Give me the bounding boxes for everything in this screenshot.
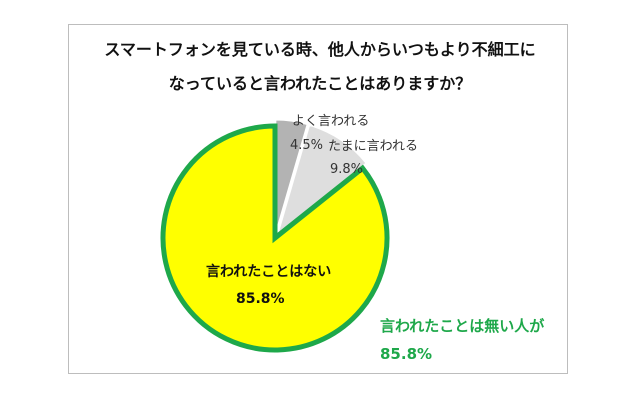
slice-label-sometimes: たまに言われる bbox=[328, 139, 418, 154]
pie-slice-often bbox=[275, 119, 308, 233]
chart-title-line-2: なっていると言われたことはありますか？ bbox=[168, 74, 472, 93]
slice-label-never: 言われたことはない bbox=[206, 264, 332, 280]
pie-slice-never bbox=[160, 123, 390, 353]
slice-value-never: 85.8% bbox=[236, 291, 285, 307]
annotation-text: 言われたことは無い人が bbox=[380, 317, 545, 335]
slice-label-often: よく言われる bbox=[292, 114, 370, 129]
chart-title-line-1: スマートフォンを見ている時、他人からいつもより不細工に bbox=[104, 40, 536, 59]
annotation-value: 85.8% bbox=[380, 345, 433, 363]
pie-slice-sometimes bbox=[277, 124, 367, 235]
slice-value-often: 4.5% bbox=[290, 138, 324, 153]
slice-value-sometimes: 9.8% bbox=[330, 162, 364, 177]
